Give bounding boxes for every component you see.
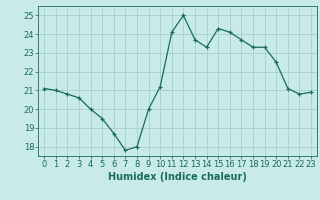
X-axis label: Humidex (Indice chaleur): Humidex (Indice chaleur) [108,172,247,182]
